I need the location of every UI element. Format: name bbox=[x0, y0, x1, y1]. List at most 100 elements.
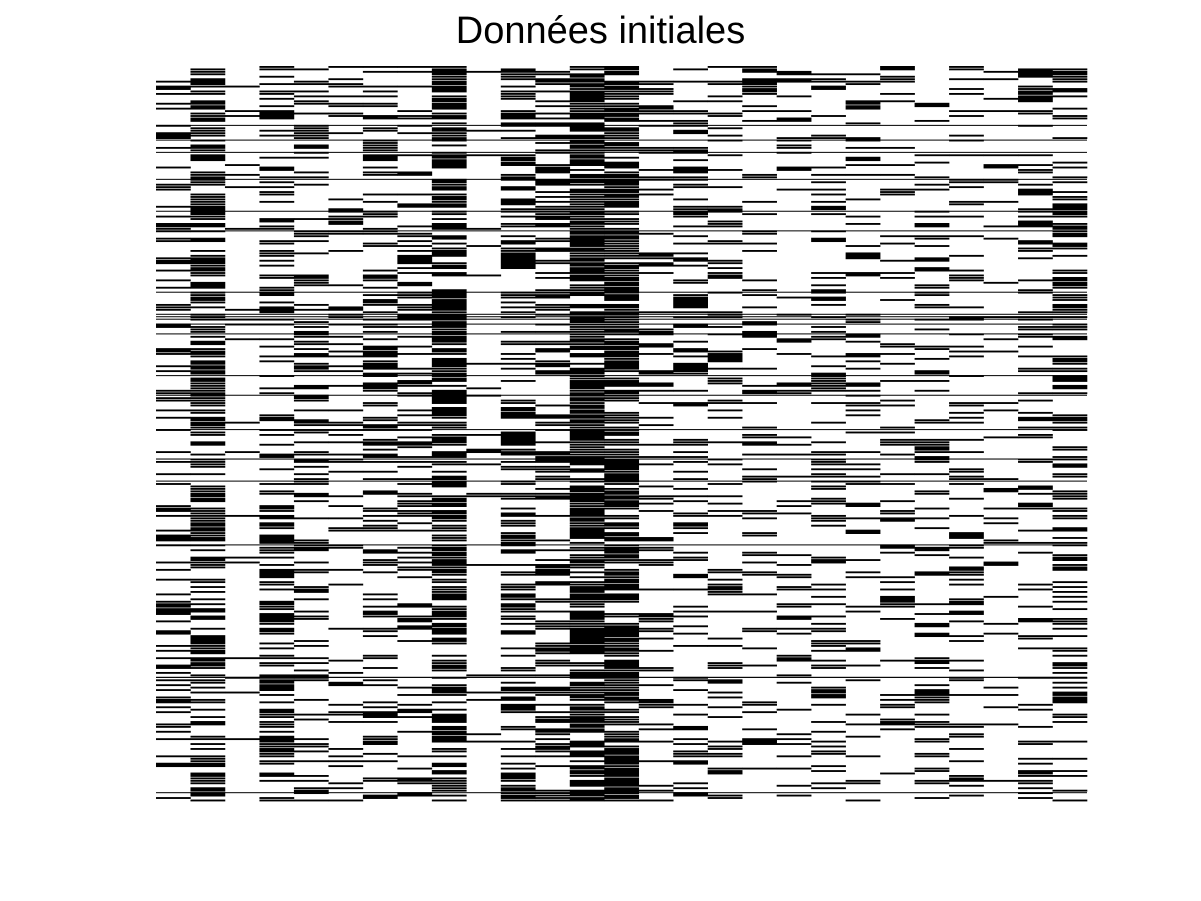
heatmap-cell bbox=[259, 355, 295, 358]
heatmap-cell bbox=[500, 794, 536, 799]
heatmap-cell bbox=[535, 262, 571, 265]
heatmap-cell bbox=[811, 659, 846, 662]
heatmap-cell bbox=[259, 716, 295, 718]
heatmap-cell bbox=[190, 330, 226, 333]
heatmap-cell bbox=[431, 568, 467, 574]
heatmap-cell bbox=[604, 161, 640, 169]
heatmap-cell bbox=[500, 772, 536, 780]
heatmap-cell bbox=[535, 362, 571, 368]
heatmap-cell bbox=[293, 610, 329, 613]
heatmap-cell bbox=[328, 218, 364, 220]
heatmap-cell bbox=[1018, 289, 1053, 292]
heatmap-cell bbox=[604, 517, 640, 520]
heatmap-cell bbox=[914, 102, 950, 108]
heatmap-cell bbox=[776, 146, 812, 149]
heatmap-cell bbox=[156, 730, 191, 733]
heatmap-cell bbox=[190, 129, 226, 132]
heatmap-cell bbox=[293, 779, 329, 782]
heatmap-cell bbox=[500, 176, 536, 181]
heatmap-cell bbox=[569, 627, 605, 645]
heatmap-cell bbox=[535, 487, 571, 490]
heatmap-cell bbox=[742, 512, 777, 515]
heatmap-cell bbox=[1052, 696, 1088, 704]
heatmap-cell bbox=[949, 274, 984, 277]
heatmap-cell bbox=[259, 443, 295, 446]
heatmap-cell bbox=[604, 171, 640, 174]
heatmap-cell bbox=[431, 463, 467, 466]
heatmap-cell bbox=[362, 227, 398, 230]
heatmap-cell bbox=[604, 794, 640, 799]
heatmap-cell bbox=[500, 186, 536, 191]
heatmap-cell bbox=[604, 679, 640, 682]
heatmap-cell bbox=[707, 740, 743, 743]
heatmap-cell bbox=[535, 642, 571, 645]
heatmap-cell bbox=[397, 640, 433, 642]
heatmap-cell bbox=[845, 529, 881, 534]
heatmap-cell bbox=[259, 549, 295, 552]
heatmap-cell bbox=[431, 713, 467, 723]
heatmap-cell bbox=[1052, 721, 1088, 723]
heatmap-cell bbox=[949, 723, 984, 726]
heatmap-cell bbox=[638, 684, 674, 687]
heatmap-cell bbox=[1052, 191, 1088, 193]
heatmap-cell bbox=[328, 441, 364, 444]
heatmap-cell bbox=[362, 752, 398, 755]
heatmap-cell bbox=[431, 443, 467, 446]
heatmap-cell bbox=[156, 279, 191, 282]
heatmap-cell bbox=[190, 792, 226, 797]
heatmap-cell bbox=[604, 615, 640, 618]
heatmap-cell bbox=[293, 500, 329, 503]
heatmap-cell bbox=[156, 762, 191, 768]
heatmap-column-20 bbox=[811, 73, 846, 790]
heatmap-cell bbox=[604, 696, 640, 701]
heatmap-cell bbox=[500, 173, 536, 176]
heatmap-cell bbox=[190, 144, 226, 149]
heatmap-cell bbox=[500, 681, 536, 684]
heatmap-cell bbox=[431, 524, 467, 527]
heatmap-cell bbox=[604, 308, 640, 311]
heatmap-cell bbox=[259, 797, 295, 799]
heatmap-cell bbox=[397, 546, 433, 549]
heatmap-cell bbox=[500, 97, 536, 100]
heatmap-cell bbox=[1052, 667, 1088, 669]
heatmap-cell bbox=[742, 250, 777, 252]
heatmap-cell bbox=[949, 416, 984, 419]
heatmap-cell bbox=[224, 514, 260, 517]
heatmap-cell bbox=[224, 738, 260, 741]
heatmap-cell bbox=[949, 235, 984, 238]
heatmap-cell bbox=[1018, 743, 1053, 745]
heatmap-cell bbox=[1052, 586, 1088, 588]
heatmap-cell bbox=[259, 674, 295, 679]
heatmap-cell bbox=[949, 470, 984, 473]
heatmap-cell bbox=[397, 492, 433, 495]
heatmap-cell bbox=[293, 144, 329, 149]
heatmap-cell bbox=[259, 510, 295, 512]
heatmap-cell bbox=[1018, 95, 1053, 103]
heatmap-cell bbox=[466, 129, 502, 132]
heatmap-cell bbox=[1018, 757, 1053, 760]
heatmap-cell bbox=[397, 367, 433, 370]
heatmap-cell bbox=[1052, 196, 1088, 198]
heatmap-cell bbox=[397, 465, 433, 468]
heatmap-cell bbox=[259, 627, 295, 633]
heatmap-column-25 bbox=[983, 70, 1019, 782]
heatmap-cell bbox=[845, 463, 881, 466]
heatmap-cell bbox=[845, 360, 881, 363]
heatmap-cell bbox=[397, 694, 433, 696]
heatmap-cell bbox=[500, 674, 536, 677]
heatmap-cell bbox=[431, 426, 467, 429]
heatmap-cell bbox=[673, 527, 708, 530]
heatmap-cell bbox=[569, 335, 605, 338]
heatmap-cell bbox=[431, 311, 467, 314]
heatmap-cell bbox=[638, 353, 674, 355]
heatmap-cell bbox=[604, 380, 640, 387]
heatmap-cell bbox=[983, 402, 1019, 404]
heatmap-cell bbox=[569, 397, 605, 402]
heatmap-cell bbox=[500, 495, 536, 498]
heatmap-cell bbox=[156, 286, 191, 289]
heatmap-cell bbox=[431, 436, 467, 444]
heatmap-cell bbox=[293, 465, 329, 468]
heatmap-cell bbox=[673, 183, 708, 186]
heatmap-cell bbox=[535, 627, 571, 630]
heatmap-cell bbox=[604, 281, 640, 287]
